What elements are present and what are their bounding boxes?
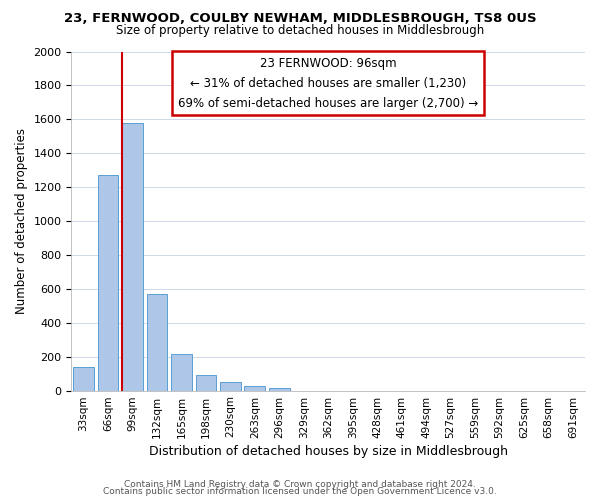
Bar <box>171 354 192 391</box>
Text: 23, FERNWOOD, COULBY NEWHAM, MIDDLESBROUGH, TS8 0US: 23, FERNWOOD, COULBY NEWHAM, MIDDLESBROU… <box>64 12 536 26</box>
Bar <box>269 388 290 390</box>
Bar <box>196 376 217 390</box>
Bar <box>73 367 94 390</box>
Text: Size of property relative to detached houses in Middlesbrough: Size of property relative to detached ho… <box>116 24 484 37</box>
Bar <box>146 294 167 390</box>
Bar <box>122 122 143 390</box>
Text: Contains HM Land Registry data © Crown copyright and database right 2024.: Contains HM Land Registry data © Crown c… <box>124 480 476 489</box>
Bar <box>98 176 118 390</box>
Text: 23 FERNWOOD: 96sqm
← 31% of detached houses are smaller (1,230)
69% of semi-deta: 23 FERNWOOD: 96sqm ← 31% of detached hou… <box>178 56 478 110</box>
Y-axis label: Number of detached properties: Number of detached properties <box>15 128 28 314</box>
Bar <box>220 382 241 390</box>
X-axis label: Distribution of detached houses by size in Middlesbrough: Distribution of detached houses by size … <box>149 444 508 458</box>
Bar <box>244 386 265 390</box>
Text: Contains public sector information licensed under the Open Government Licence v3: Contains public sector information licen… <box>103 488 497 496</box>
